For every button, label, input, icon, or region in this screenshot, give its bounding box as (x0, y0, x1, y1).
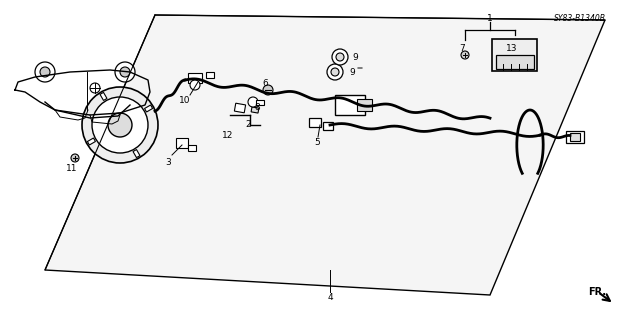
Bar (256, 100, 264, 105)
Circle shape (71, 154, 79, 162)
Text: SY83-B1340B: SY83-B1340B (554, 13, 606, 22)
Circle shape (92, 97, 148, 153)
Polygon shape (45, 15, 605, 295)
Bar (176, 138, 188, 148)
Bar (234, 103, 246, 113)
Bar (357, 99, 373, 111)
Text: 8: 8 (254, 102, 260, 111)
Text: 12: 12 (222, 131, 234, 140)
Text: 11: 11 (66, 164, 78, 172)
Circle shape (90, 83, 100, 93)
Bar (133, 149, 140, 158)
Text: 3: 3 (165, 157, 171, 166)
Bar (100, 92, 107, 100)
Circle shape (327, 64, 343, 80)
Text: 4: 4 (327, 293, 333, 302)
Text: 1: 1 (487, 13, 493, 22)
Text: 2: 2 (245, 119, 251, 129)
Bar (323, 122, 333, 130)
Circle shape (263, 85, 273, 95)
Bar (570, 133, 580, 141)
Bar (251, 107, 259, 113)
Circle shape (248, 97, 258, 107)
Circle shape (120, 67, 130, 77)
Circle shape (115, 62, 135, 82)
Text: 9: 9 (352, 52, 358, 61)
Text: 9: 9 (349, 68, 355, 76)
Circle shape (336, 53, 344, 61)
Bar (566, 131, 584, 143)
Bar (206, 72, 214, 78)
Circle shape (190, 80, 200, 90)
Bar (145, 105, 153, 112)
Text: 6: 6 (262, 78, 268, 87)
Text: 7: 7 (459, 44, 465, 52)
Circle shape (332, 49, 348, 65)
Bar (309, 117, 321, 126)
Bar (188, 145, 196, 151)
Text: 13: 13 (506, 44, 518, 52)
Circle shape (82, 87, 158, 163)
Circle shape (461, 51, 469, 59)
Text: FR.: FR. (588, 287, 606, 297)
Circle shape (40, 67, 50, 77)
Bar (496, 55, 534, 69)
Bar (188, 73, 202, 83)
Text: 5: 5 (314, 138, 320, 147)
Bar (492, 39, 538, 71)
Bar (335, 95, 365, 115)
Text: 10: 10 (179, 95, 190, 105)
Circle shape (35, 62, 55, 82)
Bar (87, 138, 96, 145)
Circle shape (108, 113, 132, 137)
Circle shape (331, 68, 339, 76)
